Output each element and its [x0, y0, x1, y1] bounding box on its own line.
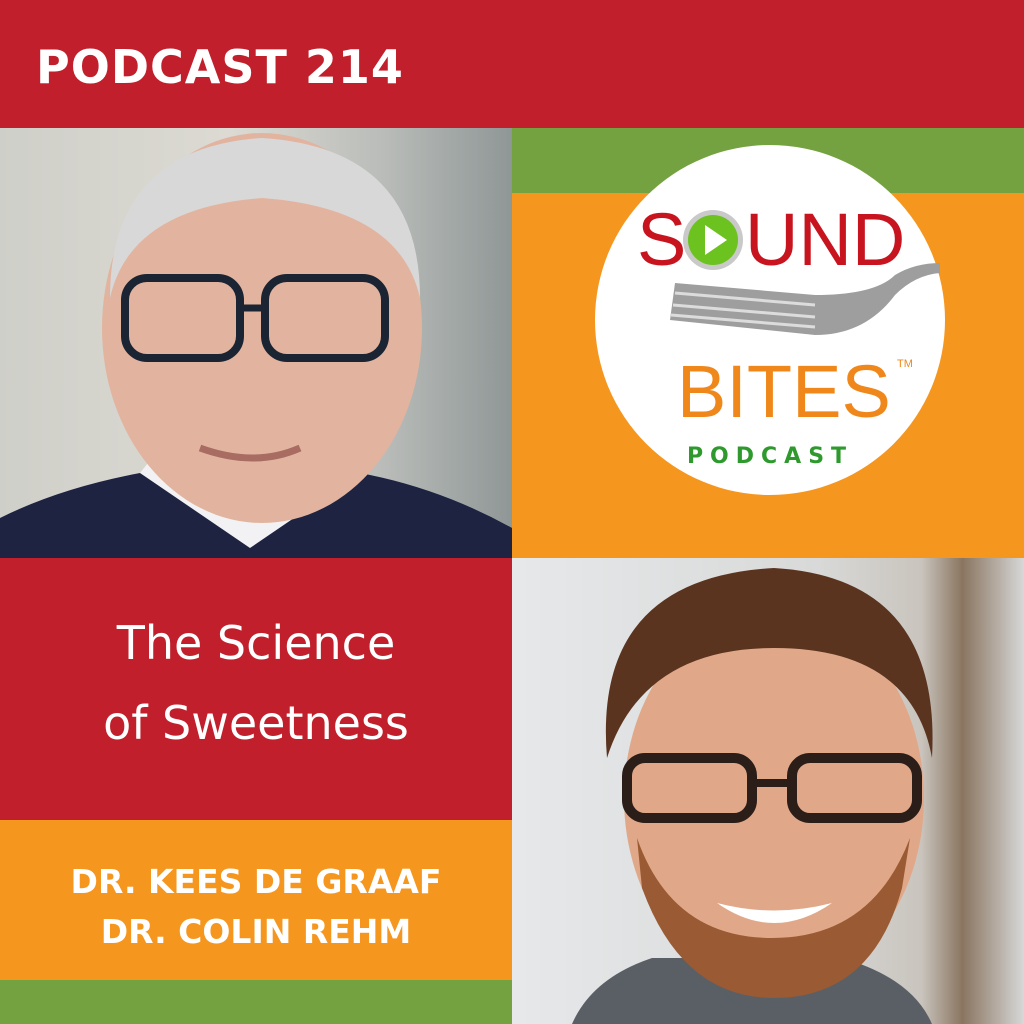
trademark: TM	[897, 358, 913, 370]
episode-title-line1: The Science	[116, 616, 396, 670]
guest-name-1: DR. KEES DE GRAAF	[70, 862, 442, 901]
episode-title-line2: of Sweetness	[103, 696, 409, 750]
logo-letter-s: S	[637, 198, 686, 281]
header-bar	[0, 0, 1024, 128]
green-footer-band	[0, 980, 512, 1024]
logo-subtitle: PODCAST	[687, 444, 853, 469]
guest-names-panel: DR. KEES DE GRAAF DR. COLIN REHM	[0, 820, 512, 980]
sound-bites-logo: S UND BITES TM PODCAST	[595, 145, 945, 495]
logo-word-ound: UND	[745, 198, 905, 281]
fork-icon	[670, 263, 940, 335]
guest-photo-kees-de-graaf	[0, 128, 512, 558]
episode-number: PODCAST 214	[36, 40, 404, 94]
episode-title-panel: The Science of Sweetness	[0, 558, 512, 820]
guest-name-2: DR. COLIN REHM	[100, 912, 412, 951]
guest-photo-colin-rehm	[512, 558, 1024, 1024]
play-button-icon	[683, 210, 743, 270]
logo-word-bites: BITES	[677, 350, 891, 433]
